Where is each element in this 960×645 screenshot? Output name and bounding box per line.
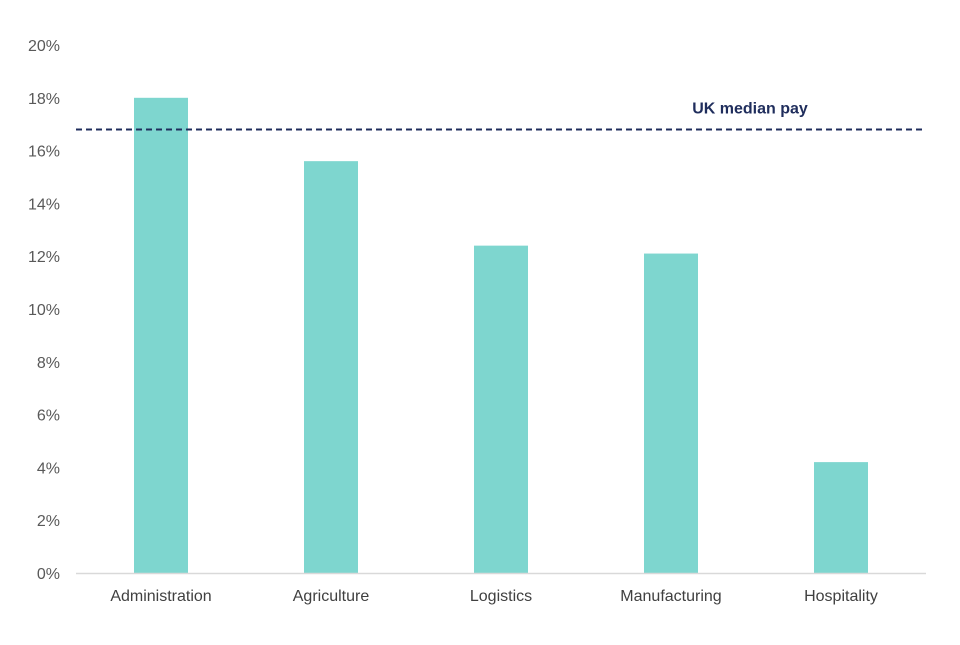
x-tick-label: Manufacturing [620,588,721,605]
bars [134,97,868,574]
y-tick-label: 18% [28,91,60,108]
x-tick-label: Logistics [470,588,532,605]
y-tick-label: 8% [37,355,60,372]
y-tick-label: 4% [37,460,60,477]
bar-logistics [474,245,528,573]
y-tick-label: 12% [28,249,60,266]
y-tick-label: 0% [37,566,60,583]
bar-administration [134,97,188,574]
bar-agriculture [304,161,358,573]
reference-line-label: UK median pay [692,100,808,117]
bar-manufacturing [644,253,698,573]
x-tick-label: Hospitality [804,588,878,605]
x-tick-label: Administration [110,588,211,605]
bar-hospitality [814,462,868,573]
y-tick-label: 16% [28,144,60,161]
y-axis-ticks: 0% 2% 4% 6% 8% 10% 12% 14% 16% 18% 20% [28,38,60,583]
y-tick-label: 10% [28,302,60,319]
y-tick-label: 20% [28,38,60,55]
y-tick-label: 14% [28,196,60,213]
y-tick-label: 6% [37,408,60,425]
y-tick-label: 2% [37,513,60,530]
x-axis-labels: Administration Agriculture Logistics Manufa… [110,588,878,605]
x-tick-label: Agriculture [293,588,370,605]
